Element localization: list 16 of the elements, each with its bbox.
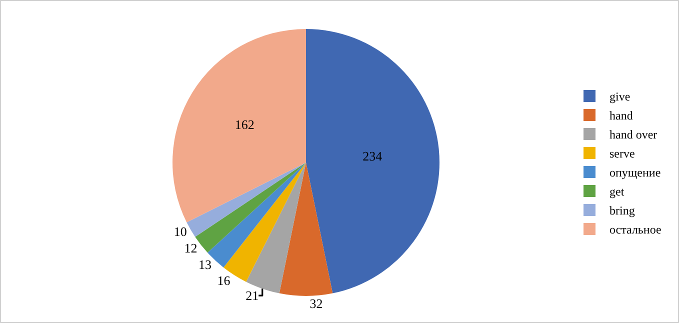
data-label: 13 bbox=[198, 256, 212, 272]
legend-label: hand bbox=[610, 108, 633, 123]
legend-label: get bbox=[610, 184, 625, 199]
data-label: 162 bbox=[234, 117, 254, 132]
data-label: 21 bbox=[246, 288, 259, 304]
data-label: 16 bbox=[217, 273, 231, 288]
legend-label: опущение bbox=[610, 166, 661, 180]
data-label: 234 bbox=[362, 148, 383, 164]
legend-label: bring bbox=[610, 204, 635, 218]
legend-label: serve bbox=[610, 146, 635, 161]
legend-label: give bbox=[610, 90, 630, 104]
legend-label: остальное bbox=[610, 222, 662, 237]
data-label: 32 bbox=[310, 296, 323, 311]
legend-label: hand over bbox=[610, 128, 658, 142]
data-label: 10 bbox=[174, 224, 187, 240]
data-label: 12 bbox=[184, 240, 198, 256]
